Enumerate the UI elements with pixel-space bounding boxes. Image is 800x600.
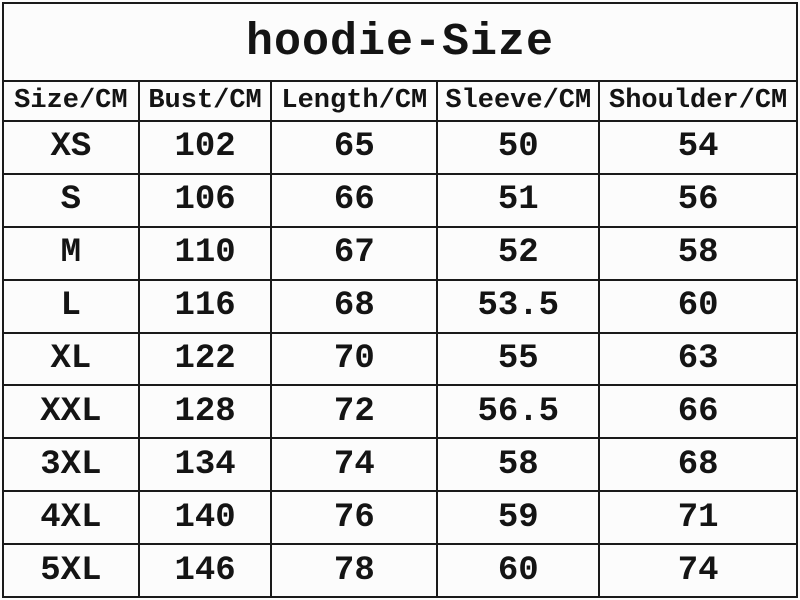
table-row: XS 102 65 50 54 [2,120,798,175]
measurement-cell: 128 [137,384,273,440]
measurement-cell: 66 [270,172,439,228]
measurement-cell: 70 [270,331,439,387]
measurement-cell: 54 [598,120,798,175]
measurement-cell: 56.5 [436,384,601,440]
measurement-cell: 74 [598,543,798,598]
measurement-cell: 106 [137,172,273,228]
table-row: 5XL 146 78 60 74 [2,543,798,598]
column-header: Length/CM [270,80,439,122]
measurement-cell: 76 [270,490,439,545]
measurement-cell: 140 [137,490,273,545]
table-row: 3XL 134 74 58 68 [2,437,798,493]
size-label-cell: M [2,225,140,281]
table-row: XL 122 70 55 63 [2,331,798,387]
measurement-cell: 71 [598,490,798,545]
size-label-cell: XL [2,331,140,387]
column-header: Shoulder/CM [598,80,798,122]
table-row: 4XL 140 76 59 71 [2,490,798,545]
table-row: L 116 68 53.5 60 [2,278,798,334]
measurement-cell: 63 [598,331,798,387]
measurement-cell: 58 [436,437,601,493]
column-header-row: Size/CM Bust/CM Length/CM Sleeve/CM Shoulder… [2,80,798,122]
measurement-cell: 78 [270,543,439,598]
measurement-cell: 110 [137,225,273,281]
size-label-cell: 4XL [2,490,140,545]
measurement-cell: 116 [137,278,273,334]
measurement-cell: 59 [436,490,601,545]
measurement-cell: 68 [270,278,439,334]
table-row: XXL 128 72 56.5 66 [2,384,798,440]
measurement-cell: 122 [137,331,273,387]
chart-title: hoodie-Size [2,2,798,82]
measurement-cell: 52 [436,225,601,281]
measurement-cell: 67 [270,225,439,281]
measurement-cell: 50 [436,120,601,175]
table-row: S 106 66 51 56 [2,172,798,228]
size-label-cell: XS [2,120,140,175]
measurement-cell: 102 [137,120,273,175]
column-header: Bust/CM [137,80,273,122]
measurement-cell: 60 [598,278,798,334]
measurement-cell: 66 [598,384,798,440]
measurement-cell: 51 [436,172,601,228]
size-label-cell: 5XL [2,543,140,598]
measurement-cell: 65 [270,120,439,175]
measurement-cell: 134 [137,437,273,493]
measurement-cell: 68 [598,437,798,493]
measurement-cell: 60 [436,543,601,598]
size-label-cell: XXL [2,384,140,440]
column-header: Size/CM [2,80,140,122]
size-label-cell: S [2,172,140,228]
measurement-cell: 58 [598,225,798,281]
table-row: M 110 67 52 58 [2,225,798,281]
size-label-cell: L [2,278,140,334]
column-header: Sleeve/CM [436,80,601,122]
measurement-cell: 72 [270,384,439,440]
measurement-cell: 146 [137,543,273,598]
measurement-cell: 74 [270,437,439,493]
title-row: hoodie-Size [2,2,798,82]
size-label-cell: 3XL [2,437,140,493]
measurement-cell: 56 [598,172,798,228]
measurement-cell: 53.5 [436,278,601,334]
measurement-cell: 55 [436,331,601,387]
